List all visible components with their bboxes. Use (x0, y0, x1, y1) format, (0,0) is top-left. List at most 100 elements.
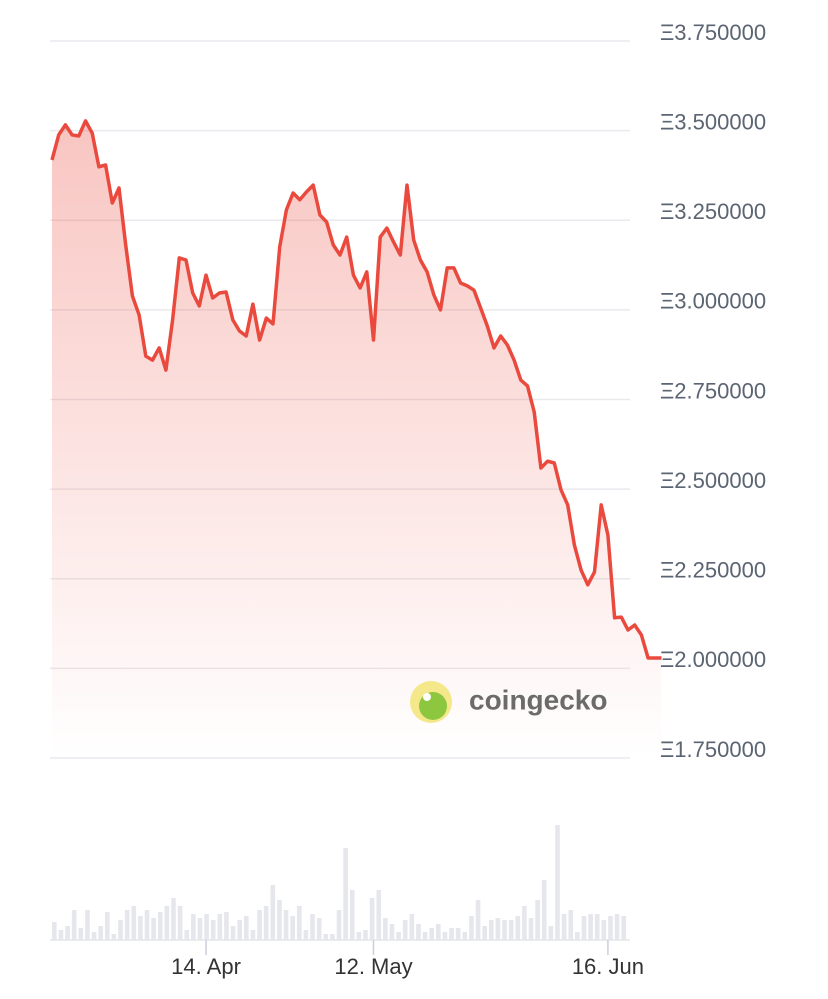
volume-bar (118, 920, 123, 940)
volume-bar (323, 934, 329, 940)
volume-bar (462, 932, 468, 940)
volume-bar (124, 910, 130, 940)
volume-bar (601, 920, 607, 940)
volume-bar (277, 900, 282, 940)
x-tick-label: 12. May (334, 954, 412, 979)
volume-bar (515, 916, 521, 940)
y-tick-label: Ξ3.750000 (660, 20, 766, 45)
volume-bar (475, 900, 481, 940)
volume-bar (541, 880, 547, 940)
volume-bar (588, 914, 593, 940)
volume-bar (535, 900, 540, 940)
volume-bar (396, 932, 401, 940)
volume-bar (389, 924, 395, 940)
volume-bar (230, 926, 236, 940)
volume-bar (614, 914, 620, 940)
volume-bar (369, 898, 375, 940)
volume-bar (429, 928, 435, 940)
volume-bar (217, 914, 223, 940)
volume-bar (204, 914, 209, 940)
volume-bar (184, 930, 190, 940)
volume-bar (581, 916, 587, 940)
volume-bar (263, 906, 269, 940)
volume-bar (104, 912, 110, 940)
watermark-text: coingecko (469, 684, 607, 715)
volume-bar (343, 848, 348, 940)
volume-bar (270, 885, 276, 940)
volume-bar (455, 928, 461, 940)
volume-bar (65, 926, 70, 940)
volume-bar (257, 910, 262, 940)
volume-bar (442, 932, 448, 940)
volume-bar (310, 914, 315, 940)
volume-bar (138, 916, 143, 940)
volume-bar (575, 932, 580, 940)
volume-bar (568, 910, 574, 940)
volume-bar (210, 920, 216, 940)
volume-bar (522, 906, 527, 940)
volume-bar (296, 906, 302, 940)
y-tick-label: Ξ3.500000 (660, 109, 766, 134)
volume-bar (402, 920, 408, 940)
volume-bar (561, 914, 567, 940)
volume-bar (244, 916, 249, 940)
volume-bar (383, 918, 388, 940)
volume-bar (422, 932, 428, 940)
volume-bar (78, 928, 84, 940)
volume-bar (98, 926, 103, 940)
y-tick-label: Ξ3.000000 (660, 289, 766, 314)
volume-bar (177, 906, 183, 940)
volume-bar (594, 914, 600, 940)
volume-bar (157, 912, 163, 940)
volume-bar (548, 926, 554, 940)
area (52, 120, 662, 758)
volume-bar (224, 912, 229, 940)
volume-bar (376, 890, 382, 940)
volume-bar (111, 934, 117, 940)
volume-bar (449, 928, 454, 940)
volume-bar (528, 918, 534, 940)
volume-bar (191, 914, 196, 940)
x-tick-label: 14. Apr (171, 954, 241, 979)
price-line (50, 119, 662, 660)
volume-bar (52, 922, 57, 940)
volume-bar (555, 825, 560, 940)
volume-bar (488, 920, 494, 940)
y-tick-label: Ξ2.250000 (660, 558, 766, 583)
volume-bar (482, 926, 487, 940)
volume-bar (290, 916, 295, 940)
volume-bar (71, 910, 77, 940)
volume-bar (621, 916, 627, 940)
volume-bar (608, 916, 613, 940)
volume-bar (436, 924, 441, 940)
volume-bar (416, 924, 421, 940)
volume-bar (237, 920, 243, 940)
volume-bar (151, 918, 156, 940)
volume-bar (164, 906, 170, 940)
volume-bar (330, 934, 335, 940)
y-tick-label: Ξ2.500000 (660, 468, 766, 493)
y-tick-label: Ξ2.000000 (660, 647, 766, 672)
volume-bar (283, 910, 289, 940)
volume-bar (144, 910, 150, 940)
volume-bar (495, 918, 501, 940)
volume-bar (91, 932, 97, 940)
volume-bar (171, 898, 176, 940)
volume-bar (469, 916, 474, 940)
volume-bar (336, 910, 342, 940)
x-tick-label: 16. Jun (572, 954, 644, 979)
volume-bar (316, 918, 322, 940)
watermark: coingecko (410, 681, 607, 723)
volume-bar (197, 918, 203, 940)
volume-bar (85, 910, 90, 940)
volume-bar (303, 930, 309, 940)
volume-bar (508, 920, 514, 940)
y-tick-label: Ξ1.750000 (660, 737, 766, 762)
volume-bar (409, 914, 415, 940)
volume-bar (349, 890, 355, 940)
y-tick-label: Ξ2.750000 (660, 378, 766, 403)
volume-bar (58, 930, 64, 940)
volume-bar (502, 920, 507, 940)
